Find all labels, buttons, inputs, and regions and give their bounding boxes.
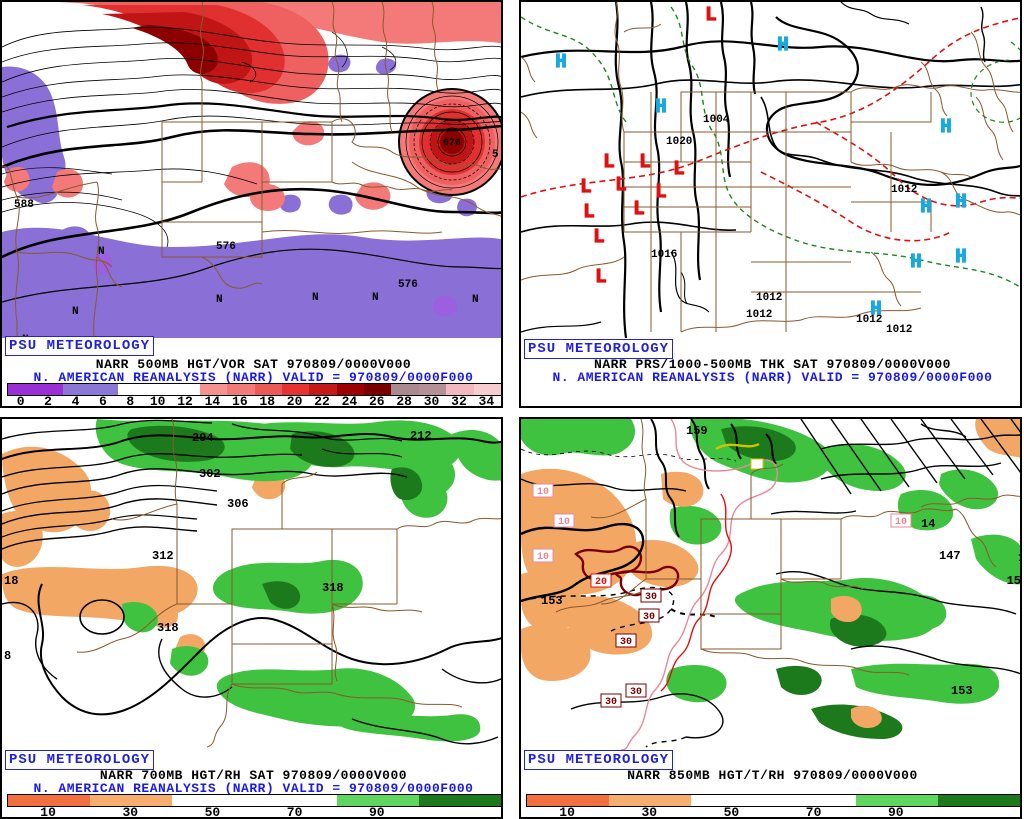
svg-text:L: L: [595, 266, 606, 288]
svg-text:10: 10: [558, 517, 570, 528]
svg-text:10: 10: [537, 487, 549, 498]
svg-text:153: 153: [541, 594, 563, 608]
svg-text:1012: 1012: [746, 309, 772, 321]
svg-text:588: 588: [14, 199, 34, 211]
svg-text:L: L: [705, 4, 716, 26]
svg-text:318: 318: [322, 581, 344, 595]
svg-text:131: 131: [1018, 551, 1022, 565]
svg-text:L: L: [639, 151, 650, 173]
svg-text:1016: 1016: [651, 249, 677, 261]
svg-text:N: N: [312, 292, 319, 304]
svg-text:14: 14: [921, 517, 935, 531]
svg-text:1012: 1012: [756, 292, 782, 304]
svg-text:L: L: [615, 174, 626, 196]
svg-text:N: N: [216, 294, 223, 306]
svg-text:20: 20: [595, 577, 607, 588]
svg-text:10: 10: [537, 552, 549, 563]
svg-text:15: 15: [1007, 574, 1021, 588]
svg-text:L: L: [633, 198, 644, 220]
svg-text:N: N: [472, 294, 479, 306]
svg-text:8: 8: [4, 649, 11, 663]
svg-text:1004: 1004: [703, 114, 730, 126]
svg-text:30: 30: [645, 592, 657, 603]
svg-text:H: H: [777, 34, 788, 56]
svg-text:10: 10: [895, 517, 907, 528]
svg-text:H: H: [920, 196, 931, 218]
svg-text:L: L: [655, 181, 666, 203]
svg-text:576: 576: [398, 279, 418, 291]
svg-text:N: N: [372, 292, 379, 304]
svg-text:N: N: [98, 246, 105, 258]
svg-text:H: H: [555, 51, 566, 73]
svg-text:306: 306: [227, 497, 249, 511]
svg-text:30: 30: [605, 697, 617, 708]
svg-text:H: H: [655, 96, 666, 118]
svg-text:576: 576: [216, 241, 236, 253]
svg-text:147: 147: [939, 549, 961, 563]
svg-text:153: 153: [951, 684, 973, 698]
svg-text:1012: 1012: [891, 184, 917, 196]
svg-text:H: H: [940, 116, 951, 138]
svg-text:302: 302: [199, 467, 221, 481]
svg-text:1012: 1012: [886, 324, 912, 336]
svg-text:318: 318: [157, 621, 179, 635]
svg-text:30: 30: [620, 637, 632, 648]
svg-text:H: H: [910, 251, 921, 273]
svg-text:135: 135: [1019, 537, 1022, 551]
svg-text:676: 676: [443, 138, 461, 149]
svg-text:18: 18: [4, 574, 18, 588]
svg-text:L: L: [593, 226, 604, 248]
svg-text:159: 159: [686, 424, 708, 438]
svg-text:212: 212: [410, 429, 432, 443]
svg-text:312: 312: [152, 549, 174, 563]
svg-text:L: L: [580, 176, 591, 198]
svg-text:5: 5: [492, 149, 499, 161]
svg-text:L: L: [673, 158, 684, 180]
svg-text:N: N: [72, 306, 79, 318]
svg-text:H: H: [870, 298, 881, 320]
svg-text:H: H: [955, 191, 966, 213]
svg-text:L: L: [583, 201, 594, 223]
svg-text:H: H: [955, 246, 966, 268]
svg-text:30: 30: [643, 612, 655, 623]
svg-text:294: 294: [192, 431, 214, 445]
svg-text:30: 30: [630, 687, 642, 698]
svg-text:1020: 1020: [666, 136, 692, 148]
svg-text:L: L: [603, 151, 614, 173]
